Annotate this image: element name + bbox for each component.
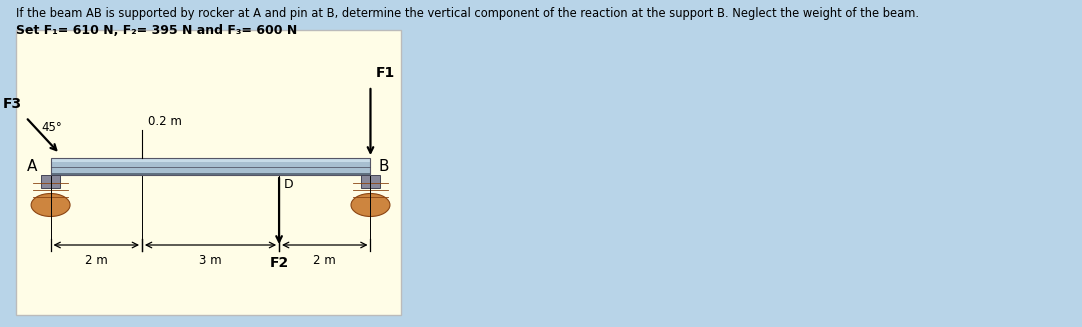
Text: 2 m: 2 m	[314, 254, 337, 267]
Ellipse shape	[351, 194, 390, 216]
Text: F1: F1	[377, 66, 395, 80]
Bar	[361, 175, 380, 188]
Text: Set F₁= 610 N, F₂= 395 N and F₃= 600 N: Set F₁= 610 N, F₂= 395 N and F₃= 600 N	[16, 24, 298, 37]
Bar	[51, 158, 370, 162]
Text: F3: F3	[3, 97, 22, 111]
Text: If the beam AB is supported by rocker at A and pin at B, determine the vertical : If the beam AB is supported by rocker at…	[16, 7, 920, 20]
Bar	[51, 158, 370, 175]
Text: 3 m: 3 m	[199, 254, 222, 267]
Text: 0.2 m: 0.2 m	[147, 115, 182, 128]
Bar	[41, 175, 60, 188]
Text: B: B	[379, 159, 390, 174]
Text: F2: F2	[269, 256, 289, 270]
Text: 2 m: 2 m	[84, 254, 107, 267]
Text: A: A	[27, 159, 38, 174]
Text: 45°: 45°	[41, 121, 63, 134]
Bar	[51, 173, 370, 175]
Bar	[51, 158, 370, 175]
Text: D: D	[283, 178, 293, 191]
FancyBboxPatch shape	[16, 30, 401, 315]
Ellipse shape	[31, 194, 70, 216]
